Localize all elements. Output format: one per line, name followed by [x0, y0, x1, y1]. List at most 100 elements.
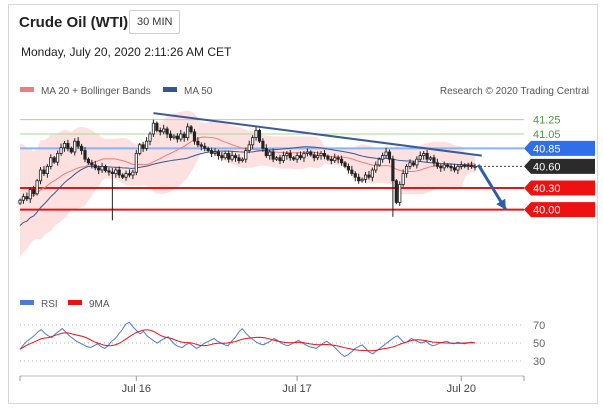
level-tag-label: 40.30 [533, 183, 561, 195]
chart-title: Crude Oil (WTI) [19, 14, 129, 31]
credit-text: Research © 2020 Trading Central [440, 86, 589, 97]
candlesticks [18, 119, 477, 221]
candle-body [319, 153, 323, 157]
candle-body [127, 173, 132, 176]
legend-label-ma20: MA 20 + Bollinger Bands [41, 86, 151, 97]
candle-body [432, 157, 436, 164]
trendline-layer [153, 112, 508, 211]
candle-body [18, 199, 22, 204]
candle-body [312, 154, 316, 159]
candle-body [134, 153, 138, 173]
rsi-level-label: 50 [533, 338, 545, 350]
candle-body [357, 176, 361, 182]
candle-body [360, 178, 364, 182]
candle-body [56, 153, 60, 163]
ma20-line [19, 136, 475, 201]
candle-body [117, 169, 121, 176]
bollinger-band-area [20, 110, 475, 258]
candle-body [346, 165, 351, 171]
bollinger-band [20, 110, 475, 258]
candle-body [93, 164, 97, 169]
candle-body [79, 145, 84, 151]
candle-body [439, 165, 443, 169]
candle-body [353, 173, 357, 178]
candle-body [124, 173, 128, 178]
candle-body [411, 162, 416, 166]
candle-body [251, 137, 255, 146]
candle-body [220, 155, 224, 159]
candle-body [121, 174, 125, 178]
candle-body [329, 158, 333, 162]
candle-body [237, 157, 241, 162]
x-tick-label: Jul 20 [447, 383, 476, 395]
x-tick-label: Jul 16 [122, 383, 151, 395]
level-tags: 41.25 41.05 40.85 40.60 40.30 40.00 [524, 115, 595, 218]
candle-body [38, 169, 43, 182]
candle-body [21, 196, 26, 201]
candle-body [186, 126, 190, 139]
legend: MA 20 + Bollinger Bands MA 50 Research ©… [20, 86, 589, 97]
candle-body [452, 167, 457, 171]
candle-body [240, 158, 244, 162]
legend-label-ma50: MA 50 [184, 86, 213, 97]
candle-body [264, 147, 268, 156]
level-label: 41.25 [533, 115, 561, 127]
candle-body [97, 167, 101, 171]
candle-body [209, 150, 214, 154]
candle-body [165, 128, 169, 135]
ma9-legend-swatch [68, 300, 82, 305]
candle-body [182, 133, 186, 138]
candle-body [381, 155, 385, 160]
rsi-legend: RSI 9MA [20, 299, 110, 310]
candle-body [189, 126, 193, 133]
candle-body [302, 153, 306, 159]
candle-body [73, 140, 77, 153]
candle-body [42, 169, 46, 174]
candle-body [281, 155, 286, 162]
candle-body [83, 150, 87, 160]
candle-body [336, 157, 340, 160]
level-tag [524, 180, 595, 196]
level-label: 41.05 [533, 129, 561, 141]
interval-button[interactable]: 30 MIN [129, 10, 181, 34]
candle-body [32, 189, 36, 195]
candle-body [377, 158, 381, 166]
candle-body [66, 142, 70, 149]
candle-body [370, 169, 374, 178]
candle-body [49, 157, 53, 167]
candle-body [425, 153, 429, 160]
candle-body [62, 142, 67, 149]
ma9-legend-label: 9MA [89, 299, 110, 310]
candle-body [100, 165, 104, 171]
candle-body [230, 155, 234, 160]
candle-body [271, 151, 275, 160]
candle-body [148, 133, 152, 142]
candle-body [162, 128, 166, 133]
candle-body [387, 151, 392, 160]
candle-body [428, 157, 433, 160]
candle-body [466, 165, 470, 168]
candle-body [110, 171, 114, 175]
candle-body [422, 153, 426, 157]
candle-body [305, 151, 309, 154]
candle-body [459, 164, 463, 167]
candle-body [52, 157, 56, 163]
candle-body [206, 147, 210, 151]
level-tag [524, 158, 595, 174]
candle-body [196, 140, 200, 146]
candle-body [244, 150, 248, 160]
candle-body [86, 158, 91, 164]
candle-body [339, 158, 344, 164]
projection-arrow-head [496, 198, 506, 210]
candle-body [216, 151, 221, 156]
candle-body [333, 157, 337, 162]
candle-body [350, 169, 354, 174]
x-tick-label: Jul 17 [282, 383, 311, 395]
candle-body [268, 151, 272, 156]
legend-swatch-ma20 [20, 87, 34, 92]
candle-body [326, 155, 330, 160]
candle-body [155, 122, 159, 131]
candle-body [473, 165, 477, 168]
candle-body [469, 165, 474, 168]
level-lines [20, 119, 524, 211]
